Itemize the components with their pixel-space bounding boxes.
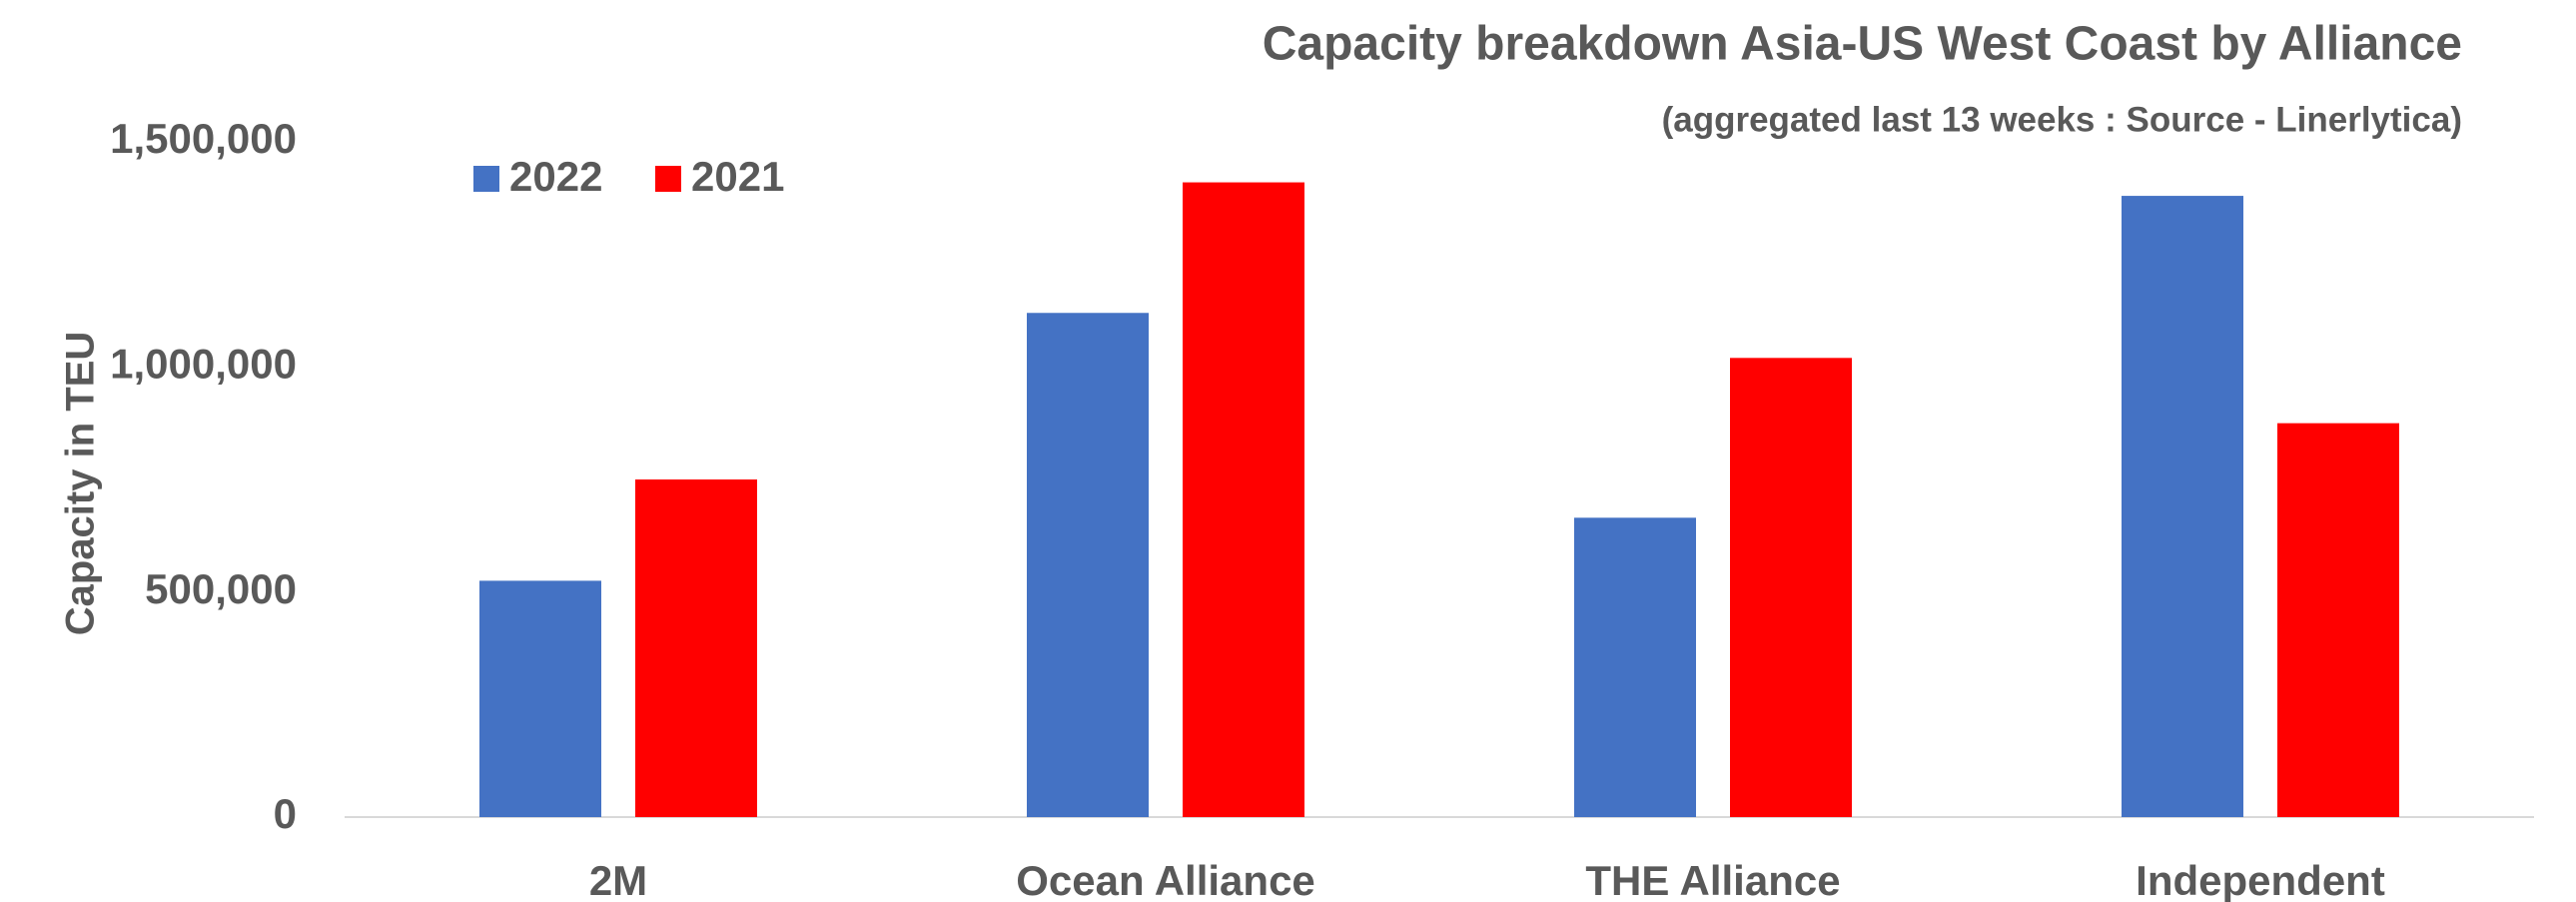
- bar: [479, 580, 601, 817]
- y-tick-label: 0: [274, 790, 297, 837]
- x-tick-label: THE Alliance: [1585, 857, 1840, 902]
- legend-swatch: [473, 166, 499, 192]
- bar: [635, 479, 757, 817]
- legend-label: 2021: [691, 153, 784, 200]
- y-axis-label: Capacity in TEU: [59, 332, 103, 636]
- x-tick-label: Ocean Alliance: [1016, 857, 1315, 902]
- chart-subtitle: (aggregated last 13 weeks : Source - Lin…: [1662, 100, 2462, 139]
- x-tick-label: 2M: [589, 857, 647, 902]
- bar: [2277, 423, 2399, 817]
- y-tick-label: 1,500,000: [110, 115, 297, 162]
- x-tick-label: Independent: [2136, 857, 2385, 902]
- bar: [2122, 196, 2243, 817]
- bar: [1730, 358, 1852, 817]
- bar: [1027, 313, 1149, 817]
- legend-swatch: [655, 166, 681, 192]
- legend-label: 2022: [509, 153, 602, 200]
- chart-title: Capacity breakdown Asia-US West Coast by…: [1263, 18, 2462, 71]
- y-tick-label: 500,000: [145, 565, 297, 612]
- bar: [1183, 182, 1304, 817]
- bar: [1574, 517, 1696, 817]
- y-tick-label: 1,000,000: [110, 340, 297, 387]
